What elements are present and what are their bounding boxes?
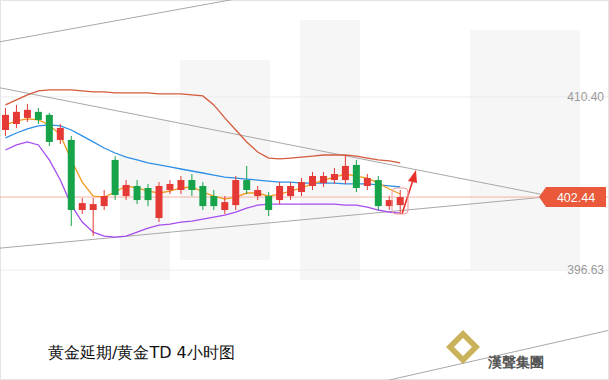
grid-line [0, 96, 609, 97]
candle-body [320, 176, 327, 183]
indicator-line [5, 125, 400, 187]
candle-body [90, 204, 97, 210]
tick: 396.63 [567, 263, 608, 277]
trend-line [389, 330, 609, 380]
candle-body [79, 203, 86, 210]
arrow-head [408, 170, 417, 183]
candle-body [210, 196, 217, 206]
candle-body [364, 178, 371, 186]
plot-frame [1, 1, 609, 380]
axis-line [608, 1, 609, 380]
chart: 410.40 396.63 402.44 黄金延期/黄金TD 4小时图漢聲集團 [0, 0, 609, 380]
candle-body [145, 188, 152, 200]
candle-body [112, 160, 119, 195]
candle-body [177, 180, 184, 190]
candle-body [166, 184, 173, 190]
candle-body [342, 166, 349, 180]
background [120, 20, 580, 280]
candle-body [68, 140, 75, 210]
candle-body [101, 196, 108, 206]
tick: 410.40 [567, 90, 608, 104]
watermark-block [300, 20, 360, 280]
plot-marks [0, 0, 609, 380]
watermark-block [120, 120, 170, 280]
last-price-label: 402.44 [557, 191, 595, 205]
candle-body [188, 180, 195, 190]
trend-line [0, 88, 545, 195]
candle-body [243, 180, 250, 190]
candle-body [24, 110, 31, 118]
last-price-box [539, 187, 606, 207]
trend-line [0, 0, 247, 42]
indicator-line [5, 142, 400, 237]
candle-body [276, 186, 283, 200]
candle-body [13, 112, 20, 124]
tick-label: 396.63 [567, 263, 604, 277]
candle-body [221, 202, 228, 210]
grid-line [0, 270, 609, 271]
candle-body [134, 186, 141, 200]
candle-body [199, 186, 206, 206]
candle-body [2, 115, 9, 130]
arrow [392, 170, 417, 214]
logo-text: 漢聲集團 [487, 354, 544, 370]
highlight [392, 188, 408, 214]
candle-body [298, 182, 305, 192]
candle-body [57, 128, 64, 140]
candle-body [375, 180, 382, 206]
candle-body [155, 186, 162, 218]
candle-body [265, 196, 272, 210]
watermark-block [470, 30, 580, 270]
candle-body [123, 185, 130, 196]
candle-body [397, 197, 404, 205]
candle-body [35, 112, 42, 120]
last-price-line [0, 197, 609, 198]
logo: 漢聲集團 [446, 330, 544, 370]
candle-body [353, 165, 360, 188]
candle-body [309, 176, 316, 186]
logo-mark-inner [454, 338, 472, 356]
candle-body [232, 180, 239, 205]
last-price-tag: 402.44 [539, 187, 606, 207]
indicator-line [5, 90, 400, 163]
grid [0, 97, 609, 270]
candle-body [254, 190, 261, 196]
title: 黄金延期/黄金TD 4小时图 [48, 343, 235, 362]
candle-wick [93, 198, 94, 236]
logo-mark [446, 330, 480, 364]
tick-label: 410.40 [567, 90, 604, 104]
candle-body [287, 186, 294, 196]
candle-body [331, 174, 338, 180]
candle-body [46, 115, 53, 142]
